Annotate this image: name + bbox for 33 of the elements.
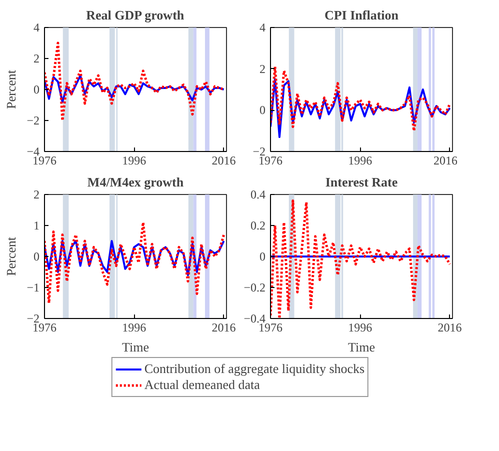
y-axis-title: Percent [4, 70, 19, 109]
y-tick-label: 0 [260, 103, 266, 118]
x-tick-label: 1996 [348, 320, 372, 334]
x-tick-label: 1996 [122, 154, 146, 168]
chart-title: Real GDP growth [86, 8, 185, 22]
y-tick-label: 2 [260, 62, 266, 76]
y-tick-label: 0 [260, 250, 266, 264]
x-axis-title: Time [122, 340, 150, 354]
y-axis-title: Percent [4, 236, 19, 276]
y-tick-label: 0.2 [250, 218, 266, 232]
y-tick-label: 0 [34, 250, 40, 264]
legend-label: Actual demeaned data [144, 377, 260, 393]
x-tick-label: 1996 [348, 154, 372, 168]
y-tick-label: 2 [34, 52, 40, 66]
x-tick-label: 2016 [434, 154, 458, 168]
x-tick-label: 2016 [438, 320, 462, 334]
y-tick-label: 4 [34, 20, 40, 34]
y-tick-label: 0.4 [250, 188, 266, 202]
x-tick-label: 1996 [122, 320, 146, 334]
y-tick-label: −0.2 [244, 280, 266, 294]
y-tick-label: 4 [260, 20, 266, 34]
chart-title: CPI Inflation [324, 8, 400, 22]
x-tick-label: 2016 [212, 320, 236, 334]
legend-label: Contribution of aggregate liquidity shocks [144, 361, 365, 377]
chart-title: M4/M4ex growth [87, 174, 184, 190]
y-tick-label: 1 [34, 218, 40, 232]
y-tick-label: 0 [34, 82, 40, 96]
y-tick-label: −1 [26, 280, 40, 294]
x-tick-label: 2016 [212, 154, 236, 168]
y-tick-label: 2 [34, 188, 40, 202]
chart-title: Interest Rate [325, 174, 398, 190]
x-axis-title: Time [348, 340, 376, 354]
y-tick-label: −2 [26, 114, 40, 128]
